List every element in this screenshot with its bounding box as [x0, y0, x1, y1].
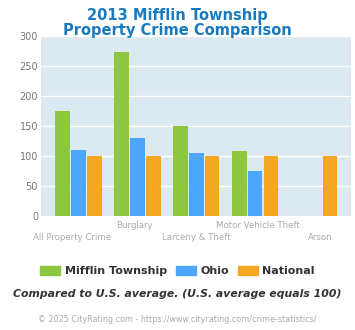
Text: © 2025 CityRating.com - https://www.cityrating.com/crime-statistics/: © 2025 CityRating.com - https://www.city… [38, 315, 317, 324]
Legend: Mifflin Township, Ohio, National: Mifflin Township, Ohio, National [36, 261, 319, 280]
Text: Property Crime Comparison: Property Crime Comparison [63, 23, 292, 38]
Bar [248, 171, 262, 216]
Text: Motor Vehicle Theft: Motor Vehicle Theft [216, 221, 300, 230]
Bar [189, 153, 203, 216]
Bar [146, 156, 160, 216]
Text: Larceny & Theft: Larceny & Theft [162, 233, 230, 242]
Text: Compared to U.S. average. (U.S. average equals 100): Compared to U.S. average. (U.S. average … [13, 289, 342, 299]
Bar [232, 151, 247, 216]
Bar [55, 111, 70, 216]
Bar [114, 52, 129, 216]
Bar [323, 156, 337, 216]
Text: 2013 Mifflin Township: 2013 Mifflin Township [87, 8, 268, 23]
Text: All Property Crime: All Property Crime [33, 233, 111, 242]
Bar [173, 126, 188, 216]
Bar [204, 156, 219, 216]
Bar [87, 156, 102, 216]
Text: Arson: Arson [308, 233, 333, 242]
Text: Burglary: Burglary [116, 221, 152, 230]
Bar [264, 156, 278, 216]
Bar [71, 150, 86, 216]
Bar [130, 138, 144, 216]
